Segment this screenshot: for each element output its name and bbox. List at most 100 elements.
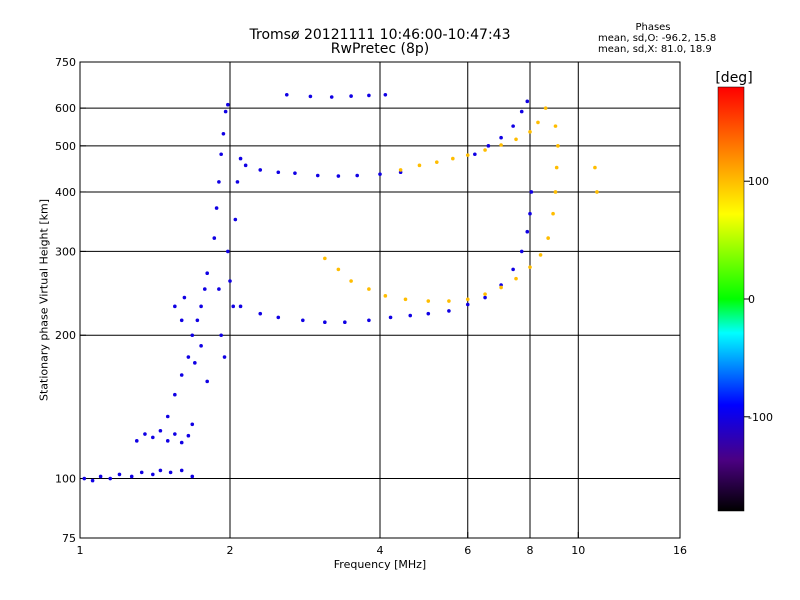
scatter-point xyxy=(90,478,95,483)
y-tick-label: 75 xyxy=(62,532,76,545)
grid-lines xyxy=(80,62,680,538)
scatter-point xyxy=(378,172,382,176)
scatter-point xyxy=(528,130,532,134)
chart-subtitle: RwPretec (8p) xyxy=(330,41,430,57)
scatter-point xyxy=(117,472,122,477)
scatter-point xyxy=(179,373,184,377)
scatter-point xyxy=(426,311,431,316)
scatter-point xyxy=(398,168,403,172)
scatter-point xyxy=(199,344,203,348)
scatter-point xyxy=(465,297,470,302)
scatter-point xyxy=(593,165,597,170)
scatter-point xyxy=(525,99,530,104)
scatter-point xyxy=(199,304,203,309)
scatter-point xyxy=(323,320,327,325)
scatter-point xyxy=(235,180,240,184)
scatter-point xyxy=(168,470,173,475)
scatter-point xyxy=(158,468,163,473)
scatter-point xyxy=(217,287,221,291)
scatter-point xyxy=(139,470,144,475)
scatter-point xyxy=(383,92,388,97)
scatter-point xyxy=(426,299,431,303)
scatter-point xyxy=(554,165,559,170)
scatter-point xyxy=(483,295,487,300)
scatter-point xyxy=(190,422,195,427)
colorbar-tick-label: 0 xyxy=(748,293,755,306)
x-tick-label: 1 xyxy=(77,544,84,557)
scatter-point xyxy=(528,265,532,269)
scatter-point xyxy=(451,156,455,161)
scatter-point xyxy=(158,428,163,433)
scatter-point xyxy=(408,313,413,318)
scatter-point xyxy=(223,109,228,114)
scatter-point xyxy=(179,468,184,473)
scatter-point xyxy=(98,474,103,479)
scatter-point xyxy=(595,190,599,194)
scatter-point xyxy=(238,304,243,309)
scatter-point xyxy=(519,109,524,114)
scatter-point xyxy=(173,392,177,397)
scatter-point xyxy=(165,439,170,443)
scatter-point xyxy=(349,279,353,283)
scatter-point xyxy=(519,249,524,254)
scatter-point xyxy=(228,279,232,283)
scatter-point xyxy=(546,236,550,240)
colorbar-tick-label: 100 xyxy=(748,175,769,188)
scatter-point xyxy=(343,320,347,325)
scatter-point xyxy=(205,271,209,276)
colorbar-ticks: 100 0 -100 xyxy=(744,175,773,424)
scatter-point xyxy=(525,229,530,234)
scatter-point xyxy=(514,276,518,281)
scatter-point xyxy=(473,152,477,157)
data-points xyxy=(82,92,599,483)
scatter-point xyxy=(143,432,147,436)
phase-stats-o-mode: mean, sd,O: -96.2, 15.8 xyxy=(598,33,717,44)
scatter-point xyxy=(301,318,305,323)
scatter-point xyxy=(538,253,543,257)
scatter-point xyxy=(315,173,320,178)
scatter-point xyxy=(134,439,139,443)
scatter-point xyxy=(514,137,518,142)
scatter-point xyxy=(383,294,388,298)
phase-stats-x-mode: mean, sd,X: 81.0, 18.9 xyxy=(598,44,712,55)
scatter-point xyxy=(222,355,227,359)
scatter-point xyxy=(367,287,371,291)
scatter-point xyxy=(226,249,230,254)
scatter-point xyxy=(553,124,558,128)
scatter-point xyxy=(528,211,532,216)
scatter-point xyxy=(233,217,238,222)
scatter-point xyxy=(195,318,200,323)
scatter-point xyxy=(308,94,313,99)
scatter-point xyxy=(511,124,515,128)
scatter-point xyxy=(186,433,191,438)
scatter-point xyxy=(231,304,236,309)
scatter-point xyxy=(284,92,289,97)
scatter-point xyxy=(190,333,195,338)
scatter-point xyxy=(529,190,534,194)
scatter-point xyxy=(447,309,451,313)
x-tick-label: 6 xyxy=(464,544,471,557)
scatter-point xyxy=(214,206,219,210)
scatter-point xyxy=(553,190,558,194)
scatter-point xyxy=(483,292,487,296)
scatter-point xyxy=(556,144,560,148)
scatter-point xyxy=(182,295,187,300)
scatter-point xyxy=(355,173,359,178)
scatter-point xyxy=(202,287,207,291)
y-tick-label: 400 xyxy=(55,186,76,199)
y-tick-label: 300 xyxy=(55,245,76,258)
scatter-point xyxy=(219,152,223,157)
scatter-point xyxy=(434,160,439,164)
colorbar-tick-label: -100 xyxy=(748,411,773,424)
scatter-point xyxy=(217,180,221,184)
x-tick-label: 8 xyxy=(527,544,534,557)
scatter-point xyxy=(465,302,470,307)
scatter-point xyxy=(349,94,353,98)
scatter-point xyxy=(165,414,170,419)
scatter-point xyxy=(258,311,263,316)
scatter-point xyxy=(551,211,555,216)
scatter-point xyxy=(336,174,341,178)
scatter-point xyxy=(388,315,393,320)
scatter-point xyxy=(465,153,470,157)
colorbar-unit: [deg] xyxy=(715,70,753,86)
